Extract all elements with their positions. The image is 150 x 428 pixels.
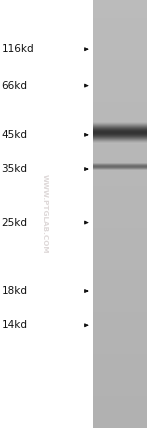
Text: 66kd: 66kd [2,80,27,91]
Text: WWW.PTGLAB.COM: WWW.PTGLAB.COM [42,174,48,254]
Text: 45kd: 45kd [2,130,27,140]
Text: 14kd: 14kd [2,320,27,330]
Text: 116kd: 116kd [2,44,34,54]
Text: 35kd: 35kd [2,164,27,174]
Text: 25kd: 25kd [2,217,27,228]
Text: 18kd: 18kd [2,286,27,296]
